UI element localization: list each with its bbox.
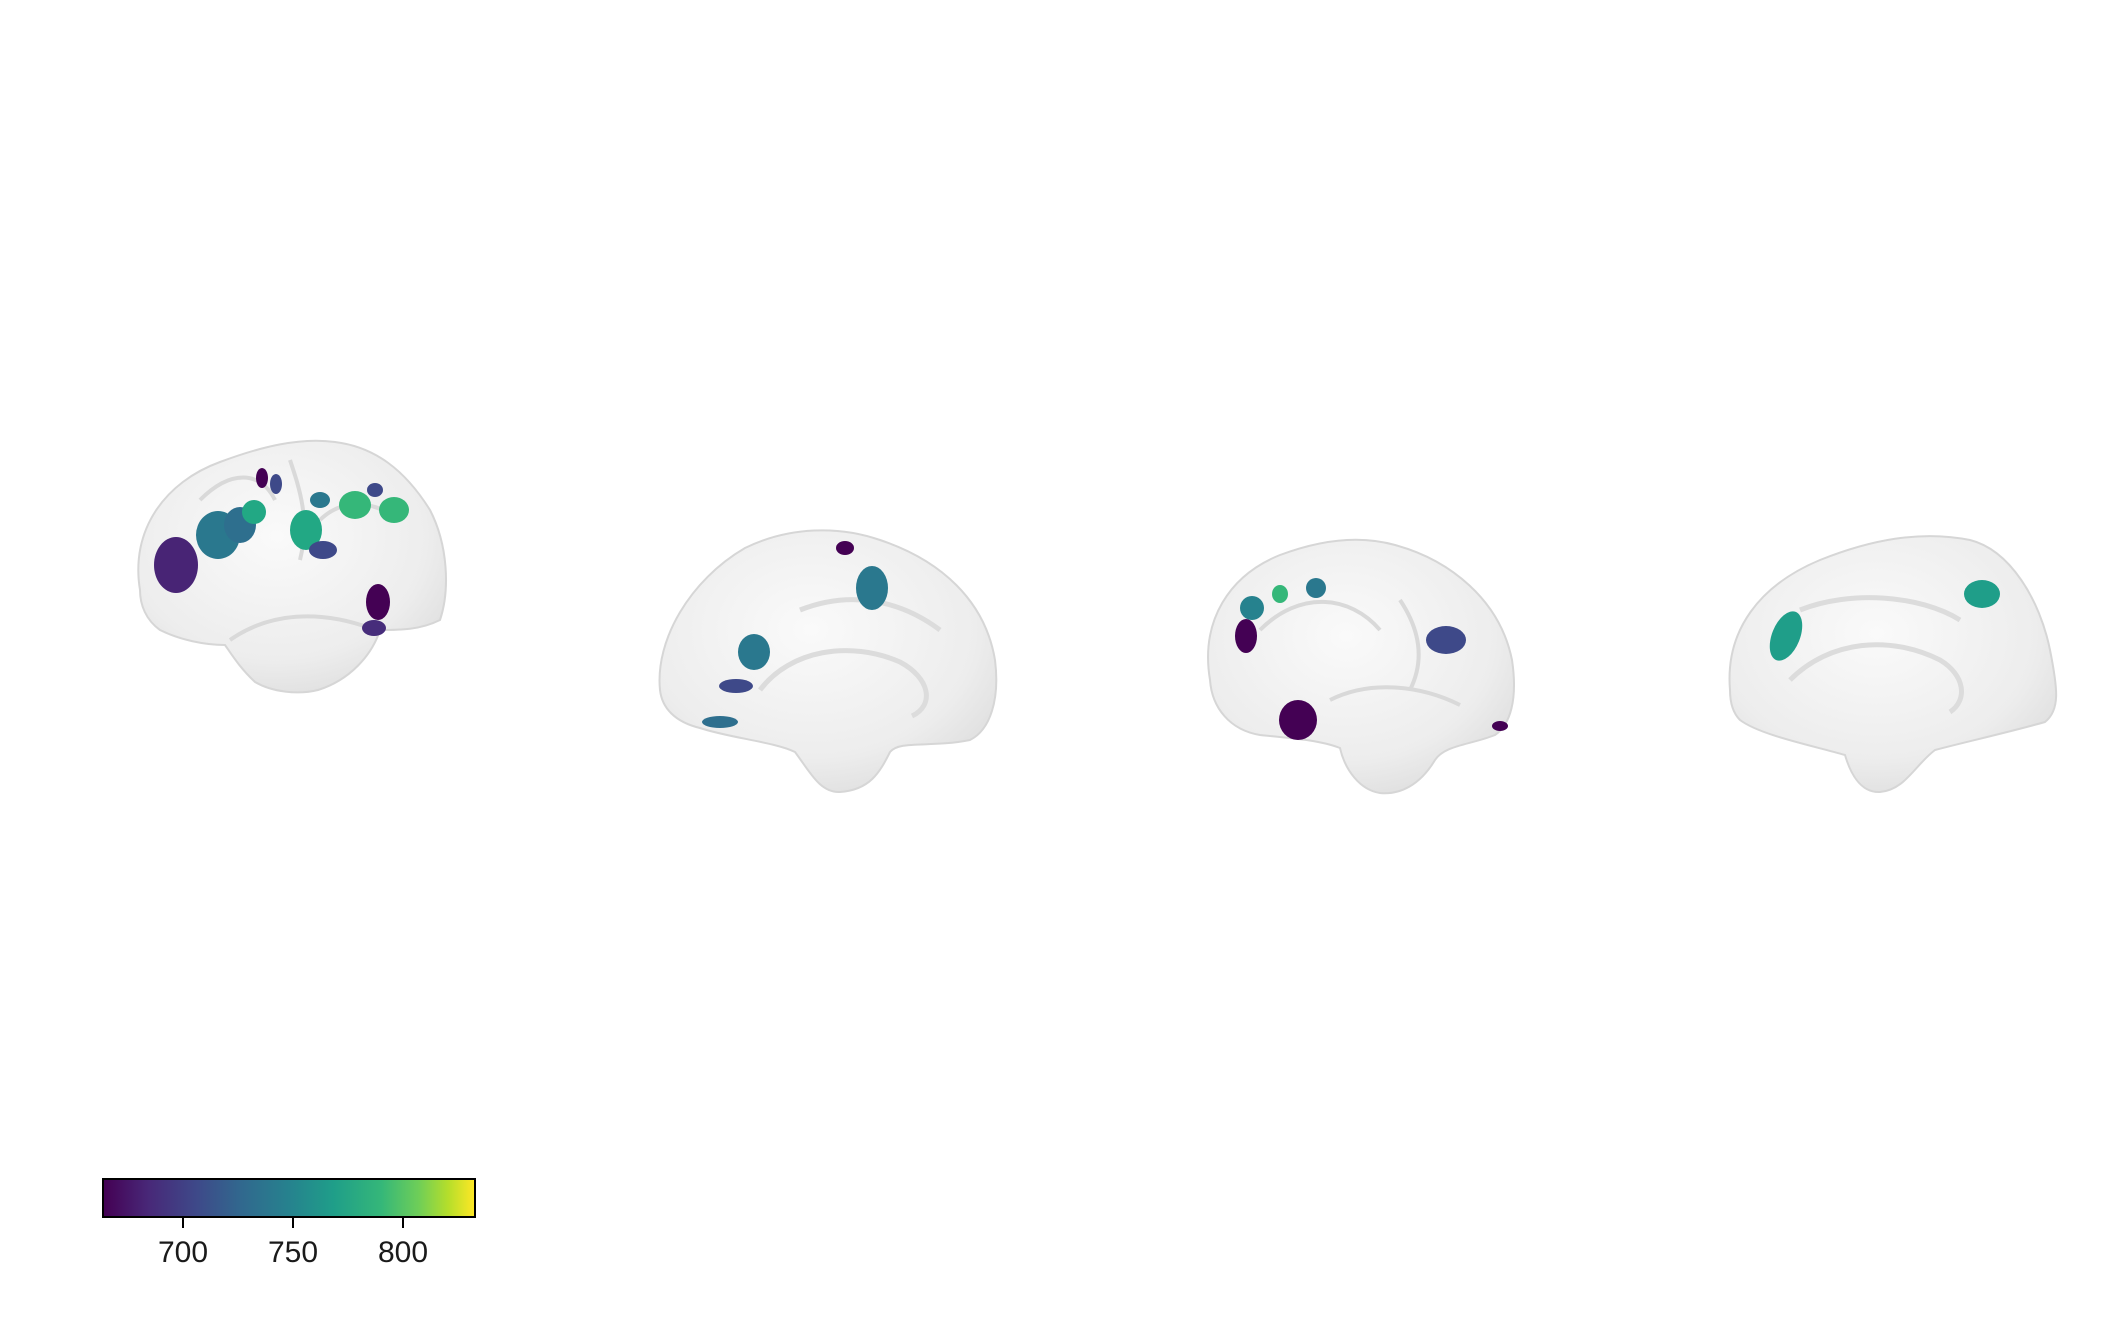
region-patch [309,541,337,559]
region-patch [310,492,330,508]
region-patch [256,468,268,488]
region-patch [719,679,753,693]
region-patch [290,510,322,550]
colorbar-tick [402,1216,404,1228]
region-patch [1306,578,1326,598]
region-patch [836,541,854,555]
region-patch [367,483,383,497]
sulci-lines [198,459,392,642]
brain-right-medial [1728,535,2058,794]
region-patch [1426,626,1466,654]
region-patch [1964,580,2000,608]
colorbar [102,1178,476,1218]
region-patch [856,566,888,610]
brain-right-lateral [1207,538,1515,795]
region-patch [242,500,266,524]
region-patch [339,491,371,519]
sulci-lines [1258,598,1461,707]
region-patch [1279,700,1317,740]
region-patch [702,716,738,728]
brain-left-medial [658,529,998,794]
region-patch [1492,721,1508,731]
region-patch [366,584,390,620]
region-patch [738,634,770,670]
cortex-surface [658,529,998,794]
region-patch [1769,611,1803,661]
sulci-lines [1788,595,1964,715]
cortex-surface [1728,535,2058,794]
cortex-surface [1207,538,1515,795]
colorbar-tick-label-750: 750 [267,1236,319,1269]
region-patch [362,620,386,636]
region-patch [270,474,282,494]
region-patch [379,497,409,523]
region-patch [154,537,198,593]
region-patch [1240,596,1264,620]
region-patch [1235,619,1257,653]
colorbar-tick [182,1216,184,1228]
brain-left-lateral [137,439,447,694]
region-patch [1272,585,1288,603]
colorbar-tick-label-800: 800 [377,1236,429,1269]
colorbar-tick [292,1216,294,1228]
colorbar-tick-label-700: 700 [157,1236,209,1269]
